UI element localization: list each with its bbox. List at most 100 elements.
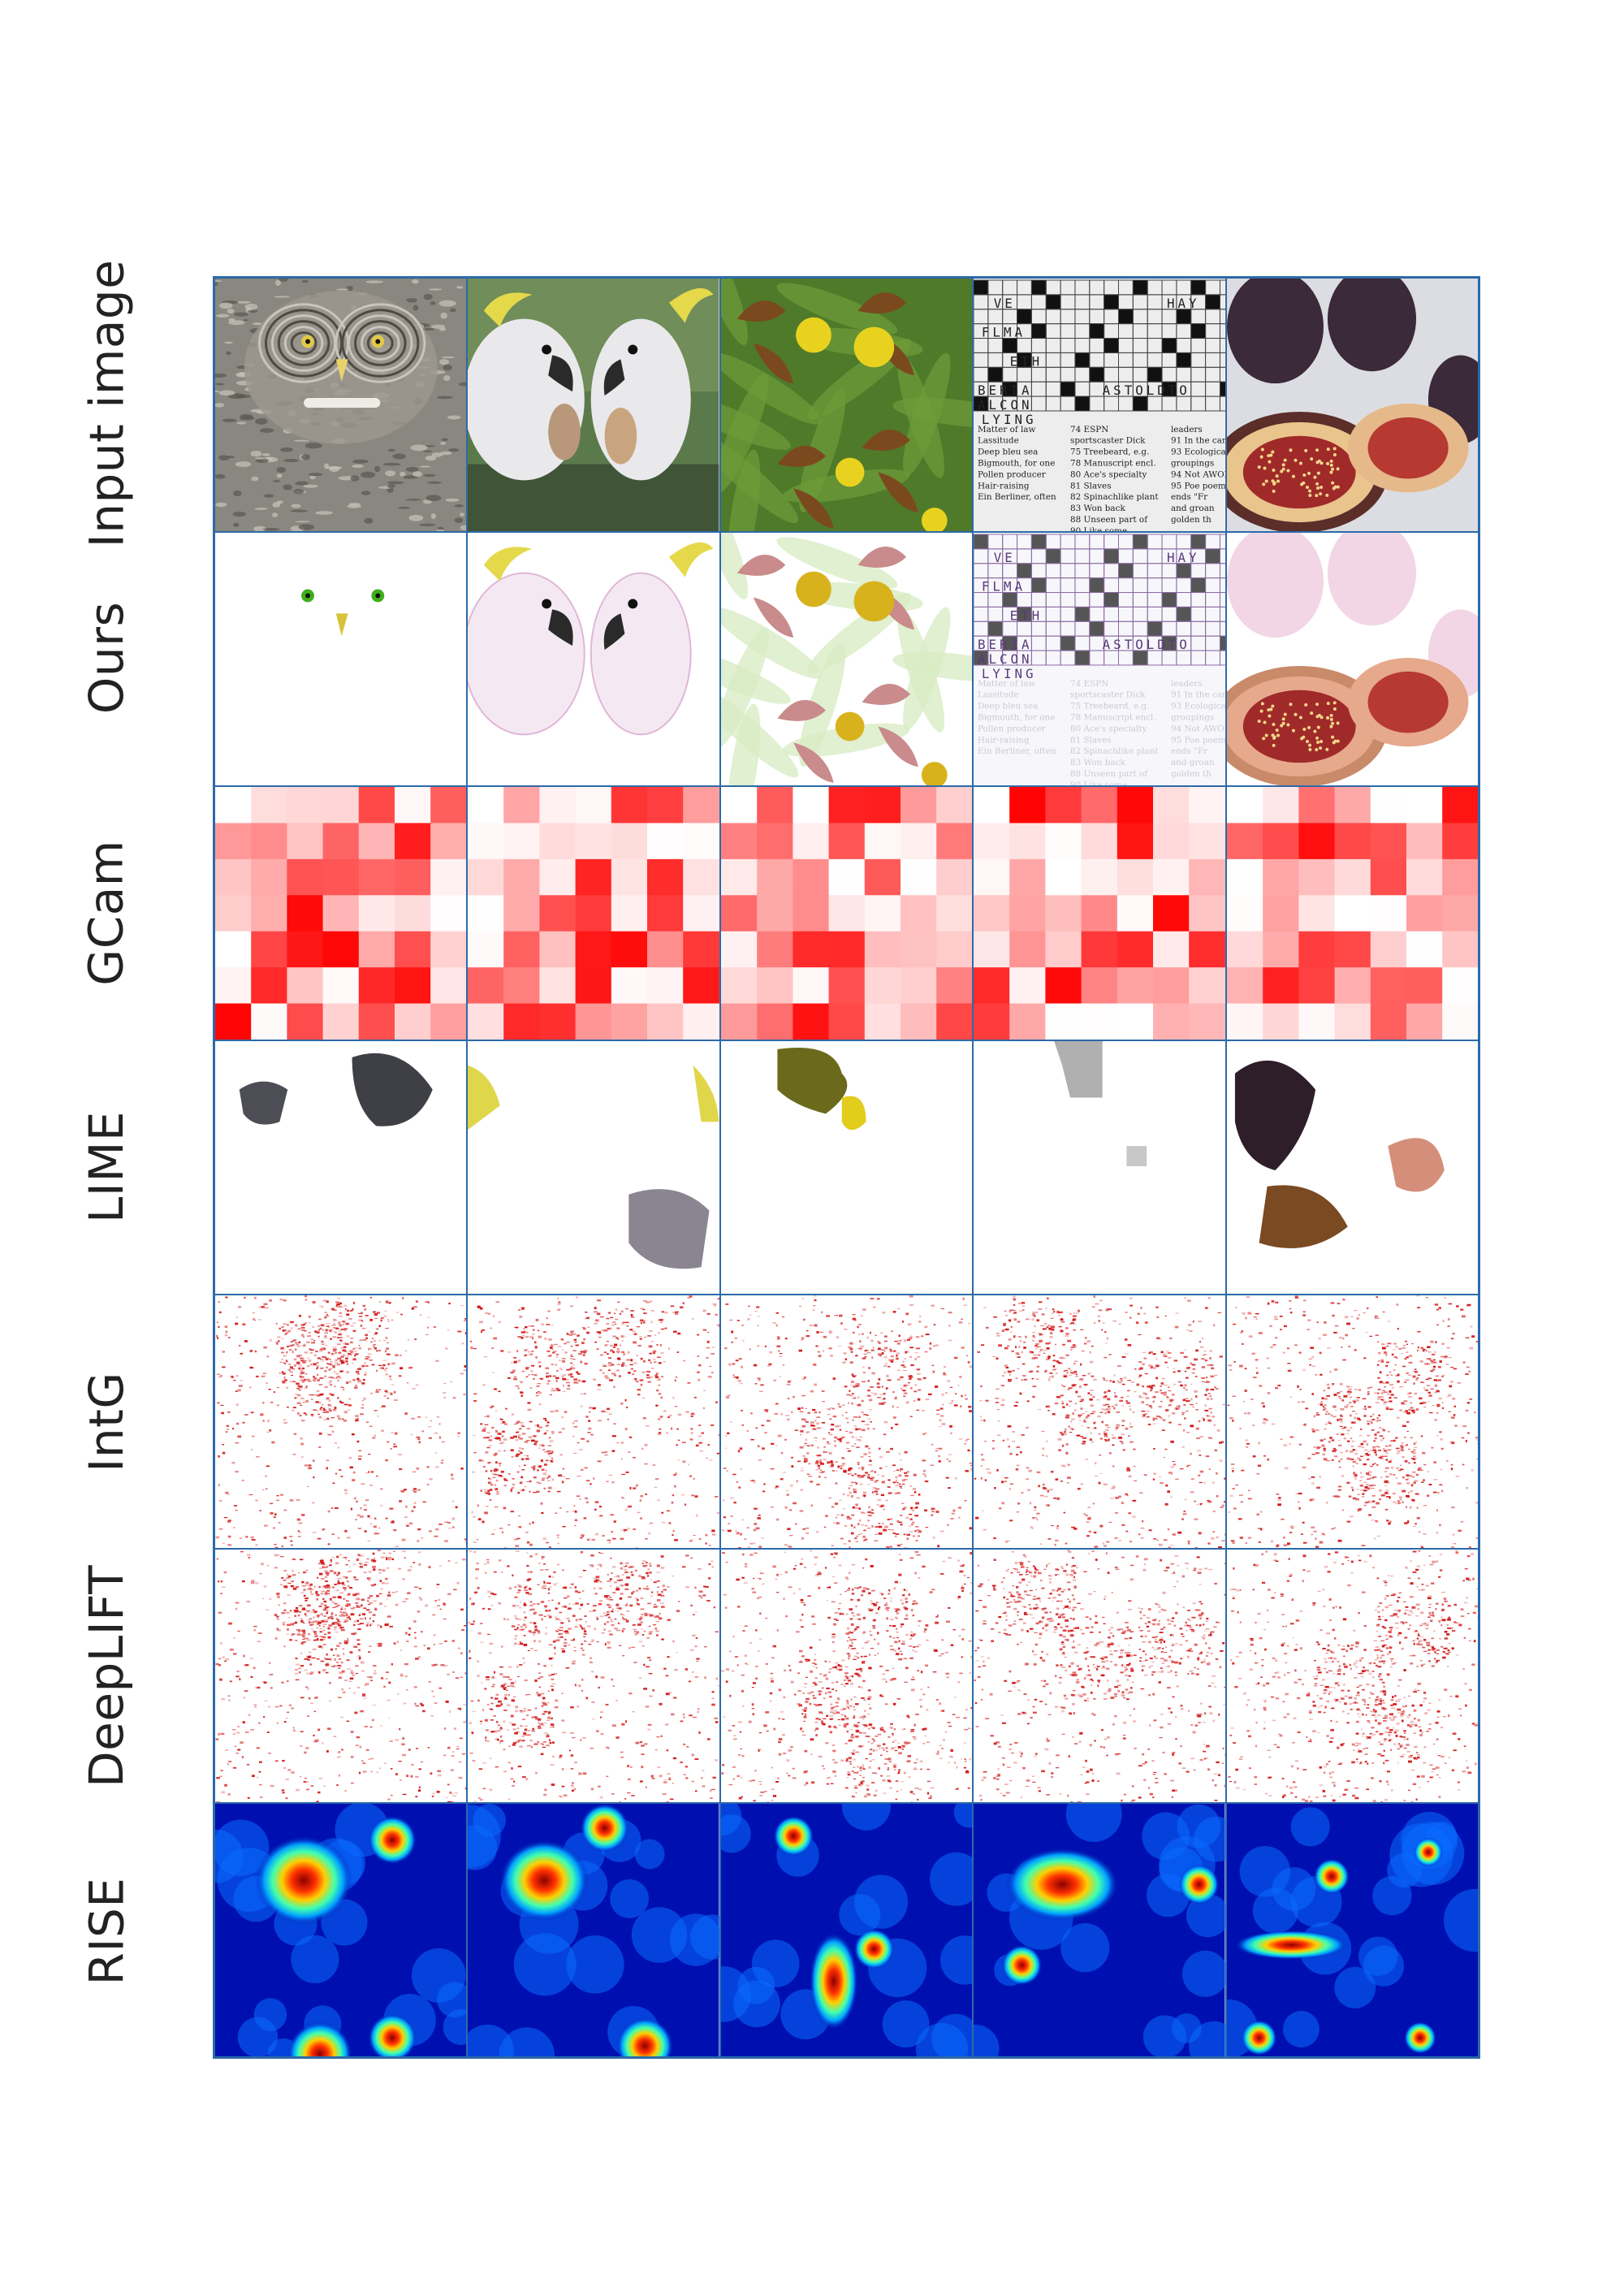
intg-map-cockatoos bbox=[468, 1295, 719, 1548]
cell-ours-owl bbox=[214, 532, 468, 786]
crossword-word: FLMA bbox=[982, 325, 1026, 340]
cell-ours-orchid bbox=[719, 532, 974, 786]
cell-gcam-owl bbox=[214, 786, 468, 1040]
crossword-clue: 90 Like some bbox=[1070, 780, 1127, 785]
crossword-clue: 95 Poe poem bbox=[1171, 735, 1224, 745]
intg-map-figs bbox=[1226, 1295, 1478, 1548]
crossword-clue: 91 In the card bbox=[1171, 690, 1224, 700]
cell-lime-crossword bbox=[973, 1040, 1226, 1295]
lime-superpixel bbox=[628, 1189, 710, 1269]
cell-deeplift-figs bbox=[1225, 1549, 1479, 1803]
crossword-clue: 82 Spinachlike plant bbox=[1070, 492, 1159, 502]
crossword-word: ALCON bbox=[978, 651, 1033, 667]
cell-lime-owl bbox=[214, 1040, 468, 1295]
cell-input-crossword: VE HAY FLMA ETH BERIA ASTOLDTO ALCON LYING Matte… bbox=[973, 278, 1226, 532]
intg-map-orchid bbox=[720, 1295, 973, 1548]
cell-gcam-orchid bbox=[719, 786, 974, 1040]
crossword-clue: 80 Ace's specialty bbox=[1070, 724, 1147, 733]
crossword-clue: Hair-raising bbox=[978, 481, 1030, 491]
cell-input-owl bbox=[214, 278, 468, 532]
lime-superpixel bbox=[841, 1096, 866, 1131]
cell-ours-cockatoos bbox=[467, 532, 720, 786]
crossword-clue: groupings bbox=[1171, 459, 1214, 469]
cell-intg-figs bbox=[1225, 1295, 1479, 1549]
cell-deeplift-orchid bbox=[719, 1549, 974, 1803]
figure: Input image Ours GCam LIME IntG DeepLIFT… bbox=[79, 259, 1480, 2059]
crossword-clue: 74 ESPN bbox=[1070, 425, 1108, 434]
crossword-word: LYING bbox=[982, 412, 1037, 427]
ours-map-figs bbox=[1226, 533, 1478, 785]
crossword-word: BERIA bbox=[978, 383, 1033, 398]
cell-intg-cockatoos bbox=[467, 1295, 720, 1549]
gcam-map-figs bbox=[1226, 787, 1478, 1040]
cell-deeplift-crossword bbox=[973, 1549, 1226, 1803]
cell-ours-crossword: VE HAY FLMA ETH BERIA ASTOLDTO ALCON LYING Matte… bbox=[973, 532, 1226, 786]
rise-map-owl bbox=[215, 1804, 467, 2056]
crossword-word: HAY bbox=[1167, 550, 1200, 565]
lime-superpixel bbox=[352, 1053, 433, 1126]
crossword-clue: and groan bbox=[1171, 758, 1215, 767]
lime-superpixel bbox=[1234, 1060, 1315, 1170]
lime-map-cockatoos bbox=[468, 1041, 719, 1294]
lime-map-crossword bbox=[974, 1041, 1225, 1294]
cell-ours-figs bbox=[1225, 532, 1479, 786]
deeplift-map-crossword bbox=[974, 1550, 1225, 1802]
cell-gcam-cockatoos bbox=[467, 786, 720, 1040]
crossword-clue: 90 Like some bbox=[1070, 526, 1127, 531]
lime-superpixel bbox=[1387, 1138, 1445, 1192]
crossword-clue: 88 Unseen part of bbox=[1070, 769, 1148, 779]
lime-superpixel bbox=[239, 1081, 288, 1125]
ours-map-crossword: VE HAY FLMA ETH BERIA ASTOLDTO ALCONLYINGMatte… bbox=[974, 533, 1225, 785]
crossword-word: ETH bbox=[1010, 607, 1043, 623]
cell-input-cockatoos bbox=[467, 278, 720, 532]
crossword-clue: and groan bbox=[1171, 504, 1215, 513]
row-label-deeplift: DeepLIFT bbox=[79, 1564, 135, 1788]
ours-map-owl bbox=[215, 533, 467, 785]
crossword-clue: 94 Not AWOL bbox=[1171, 469, 1224, 479]
cell-gcam-crossword bbox=[973, 786, 1226, 1040]
crossword-clue: sportscaster Dick bbox=[1070, 690, 1146, 700]
deeplift-map-cockatoos bbox=[468, 1550, 719, 1802]
crossword-clue: 94 Not AWOL bbox=[1171, 724, 1224, 733]
crossword-clue: Lassitude bbox=[978, 436, 1019, 446]
crossword-clue: Ein Berliner, often bbox=[978, 492, 1056, 502]
lime-map-orchid bbox=[720, 1041, 973, 1294]
row-label-rise: RISE bbox=[79, 1877, 134, 1985]
crossword-clue: golden th bbox=[1171, 769, 1212, 779]
lime-map-owl bbox=[215, 1041, 467, 1294]
crossword-clue: 81 Slaves bbox=[1070, 735, 1112, 745]
crossword-clue: sportscaster Dick bbox=[1070, 436, 1146, 446]
rise-map-cockatoos bbox=[468, 1804, 719, 2056]
crossword-clue: 78 Manuscript encl. bbox=[1070, 459, 1156, 469]
intg-map-owl bbox=[215, 1295, 467, 1548]
crossword-clue: 91 In the card bbox=[1171, 436, 1224, 446]
row-label-gcam: GCam bbox=[78, 839, 134, 986]
cell-gcam-figs bbox=[1225, 786, 1479, 1040]
crossword-word: ETH bbox=[1010, 353, 1043, 369]
crossword-word: BERIA bbox=[978, 637, 1033, 652]
input-map-owl bbox=[215, 279, 467, 531]
crossword-word: HAY bbox=[1167, 296, 1200, 311]
row-label-ours: Ours bbox=[78, 601, 134, 714]
cell-lime-cockatoos bbox=[467, 1040, 720, 1295]
crossword-word: FLMA bbox=[982, 579, 1026, 594]
crossword-clue: 80 Ace's specialty bbox=[1070, 469, 1147, 479]
crossword-clue: Ein Berliner, often bbox=[978, 746, 1056, 756]
cell-rise-orchid bbox=[719, 1803, 974, 2057]
lime-superpixel bbox=[693, 1065, 719, 1122]
rise-map-crossword bbox=[974, 1804, 1225, 2056]
row-label-lime: LIME bbox=[78, 1110, 134, 1223]
gcam-map-crossword bbox=[974, 787, 1225, 1040]
row-label-input-image: Input image bbox=[79, 259, 134, 547]
crossword-clue: 75 Treebeard, e.g. bbox=[1070, 702, 1149, 711]
lime-superpixel bbox=[468, 1065, 501, 1131]
lime-superpixel bbox=[1126, 1146, 1147, 1167]
rise-map-figs bbox=[1226, 1804, 1478, 2056]
crossword-clue: leaders bbox=[1171, 679, 1203, 689]
crossword-clue: 75 Treebeard, e.g. bbox=[1070, 447, 1149, 457]
crossword-word: ASTOLDTO bbox=[1103, 637, 1190, 652]
input-map-figs bbox=[1226, 279, 1478, 531]
crossword-clue: 81 Slaves bbox=[1070, 481, 1112, 491]
lime-superpixel bbox=[777, 1047, 848, 1114]
crossword-clue: 83 Won back bbox=[1070, 504, 1125, 513]
